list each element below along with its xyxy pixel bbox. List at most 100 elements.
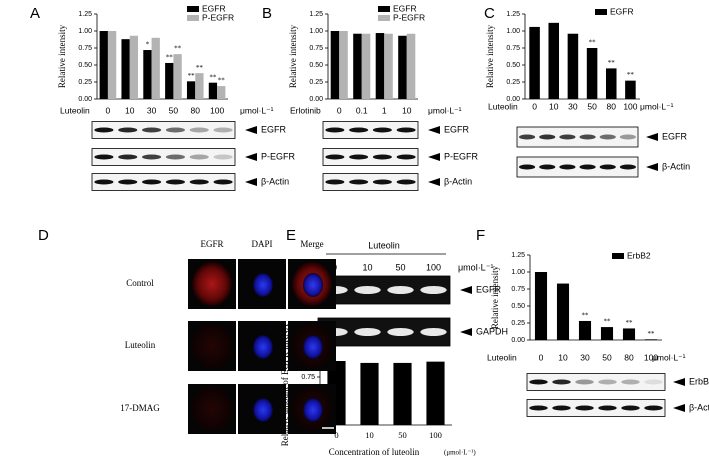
y-tick-label: 0.25 (511, 320, 525, 327)
x-unit: μmol·L⁻¹ (428, 105, 462, 115)
band (519, 164, 536, 170)
arrow (245, 126, 257, 134)
y-axis-label: Relative intensity (57, 24, 67, 88)
band (644, 379, 663, 385)
bar (406, 33, 416, 99)
bar (107, 31, 117, 99)
arrow (428, 126, 440, 134)
bar (361, 33, 371, 99)
band (579, 134, 596, 140)
band (94, 179, 114, 185)
legend-label: P-EGFR (202, 12, 234, 22)
bar (143, 50, 152, 99)
band (213, 154, 233, 160)
y-tick-label: 0.75 (301, 374, 315, 381)
x-tick-label: 0 (539, 352, 544, 362)
band (189, 154, 209, 160)
x-tick-label: 30 (568, 101, 578, 111)
lane-label: 10 (362, 262, 372, 272)
nucleus (303, 398, 323, 422)
bar (173, 54, 182, 99)
x-tick-label: 0.1 (356, 105, 368, 115)
significance: ** (166, 54, 174, 62)
blot-label: EGFR (261, 124, 287, 134)
blot-label: GAPDH (476, 326, 508, 336)
significance: ** (196, 64, 204, 72)
bar (600, 327, 614, 340)
bar (330, 31, 340, 99)
band (142, 127, 162, 133)
x-tick-label: 100 (429, 430, 442, 440)
y-tick-label: 0.75 (309, 45, 323, 52)
band (396, 179, 416, 185)
y-tick-label: 0.25 (506, 79, 520, 86)
panel-letter: A (30, 5, 40, 22)
blot (322, 121, 419, 139)
significance: ** (209, 73, 217, 81)
bar (625, 80, 636, 99)
blot (526, 373, 666, 391)
blot (322, 173, 419, 191)
lane-label: 50 (395, 262, 405, 272)
bar (186, 81, 196, 99)
arrow (428, 178, 440, 186)
bar (586, 48, 598, 99)
band (552, 379, 571, 385)
bar (384, 33, 393, 99)
y-axis-label: Relative intensity (288, 24, 298, 88)
band (372, 154, 392, 160)
bar (99, 31, 108, 99)
band (325, 127, 345, 133)
band (644, 405, 663, 411)
band (94, 154, 114, 160)
bar (548, 22, 560, 100)
x-tick-label: 0 (337, 105, 342, 115)
blot (91, 173, 236, 191)
row-label: Control (126, 278, 154, 288)
y-tick-label: 1.25 (511, 252, 525, 259)
significance: ** (218, 77, 226, 85)
blot-label: EGFR (662, 131, 688, 141)
y-tick-label: 0.50 (511, 303, 525, 310)
lane-unit: μmol·L⁻¹ (458, 262, 493, 272)
x-tick-label: 0 (106, 105, 111, 115)
x-tick-label: 50 (398, 430, 407, 440)
bar (567, 33, 579, 99)
significance: ** (582, 312, 590, 320)
y-tick-label: 1.25 (78, 11, 92, 18)
band (621, 379, 640, 385)
band (575, 379, 594, 385)
bar (151, 37, 160, 99)
y-tick-label: 0.25 (78, 79, 92, 86)
y-tick-label: 1.00 (511, 269, 525, 276)
y-tick-label: 0.75 (511, 286, 525, 293)
bar (426, 361, 445, 425)
significance: ** (174, 45, 182, 53)
band (598, 379, 617, 385)
blot (516, 126, 639, 148)
x-tick-label: 100 (623, 101, 637, 111)
x-tick-label: 100 (210, 105, 224, 115)
band (165, 127, 185, 133)
blot-label: β-Actin (444, 176, 472, 186)
bar (644, 339, 658, 340)
legend-swatch (378, 15, 390, 21)
blot-label: β-Actin (261, 176, 289, 186)
y-tick-label: 1.00 (78, 28, 92, 35)
y-tick-label: 0.50 (78, 62, 92, 69)
band (118, 179, 138, 185)
bar (534, 272, 548, 340)
y-tick-label: 0.00 (511, 337, 525, 344)
blot (91, 121, 236, 139)
band (619, 164, 636, 170)
band (118, 127, 138, 133)
x-tick-label: 50 (602, 352, 612, 362)
y-tick-label: 1.25 (309, 11, 323, 18)
band (349, 127, 369, 133)
band (519, 134, 536, 140)
blot-label: EGFR (444, 124, 470, 134)
bar (208, 82, 218, 99)
arrow (460, 328, 472, 336)
bar (393, 362, 412, 425)
treatment-label: Luteolin (488, 101, 518, 111)
